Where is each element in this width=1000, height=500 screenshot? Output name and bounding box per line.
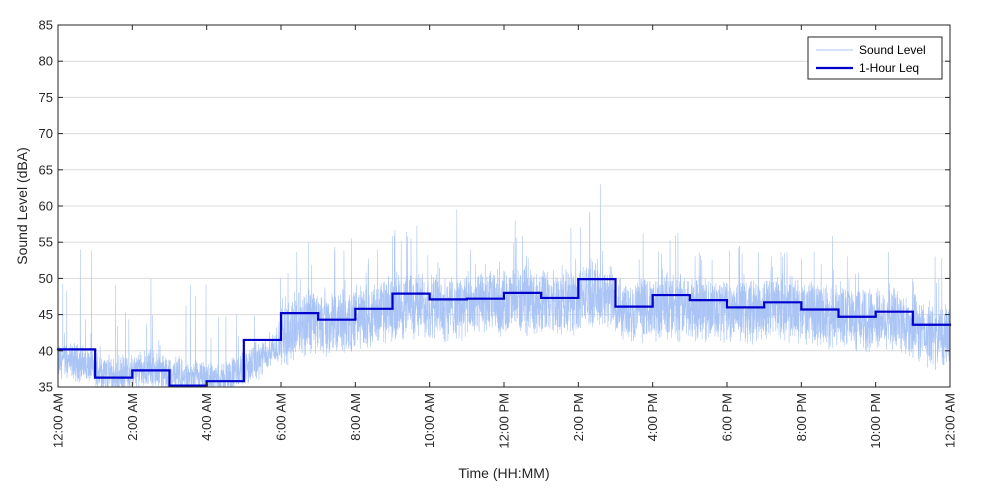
x-tick-label: 2:00 AM xyxy=(125,393,140,441)
x-tick-label: 4:00 AM xyxy=(199,393,214,441)
x-tick-label: 6:00 PM xyxy=(720,393,735,441)
y-tick-label: 40 xyxy=(39,343,53,358)
x-axis-ticks: 12:00 AM 2:00 AM 4:00 AM 6:00 AM 8:00 AM 10:0… xyxy=(51,25,958,449)
y-tick-label: 35 xyxy=(39,380,53,395)
legend: Sound Level 1-Hour Leq xyxy=(807,36,943,80)
grid-lines xyxy=(58,60,950,352)
y-tick-label: 45 xyxy=(39,307,53,322)
x-tick-label: 12:00 AM xyxy=(943,393,958,448)
x-tick-label: 4:00 PM xyxy=(645,393,660,441)
y-tick-label: 50 xyxy=(39,271,53,286)
y-tick-label: 85 xyxy=(39,18,53,33)
legend-box xyxy=(807,36,943,80)
y-tick-label: 65 xyxy=(39,162,53,177)
x-tick-label: 12:00 PM xyxy=(497,393,512,449)
y-tick-label: 70 xyxy=(39,126,53,141)
x-tick-label: 6:00 AM xyxy=(274,393,289,441)
x-tick-label: 10:00 PM xyxy=(868,393,883,449)
y-tick-label: 75 xyxy=(39,90,53,105)
sound-level-line xyxy=(57,184,951,389)
y-tick-label: 55 xyxy=(39,235,53,250)
x-axis-title: Time (HH:MM) xyxy=(458,465,549,481)
x-tick-label: 8:00 AM xyxy=(348,393,363,441)
legend-label-1-hour-leq: 1-Hour Leq xyxy=(859,61,919,75)
y-axis-title: Sound Level (dBA) xyxy=(14,147,30,265)
x-tick-label: 8:00 PM xyxy=(794,393,809,441)
series-1-hour-leq xyxy=(56,278,952,387)
legend-label-sound-level: Sound Level xyxy=(859,43,926,57)
y-axis-ticks: 35 40 45 50 55 60 65 70 75 80 85 xyxy=(39,18,950,395)
x-tick-label: 2:00 PM xyxy=(571,393,586,441)
y-tick-label: 80 xyxy=(39,54,53,69)
x-tick-label: 12:00 AM xyxy=(51,393,66,448)
series-sound-level xyxy=(57,184,951,389)
y-tick-label: 60 xyxy=(39,199,53,214)
x-tick-label: 10:00 AM xyxy=(422,393,437,448)
